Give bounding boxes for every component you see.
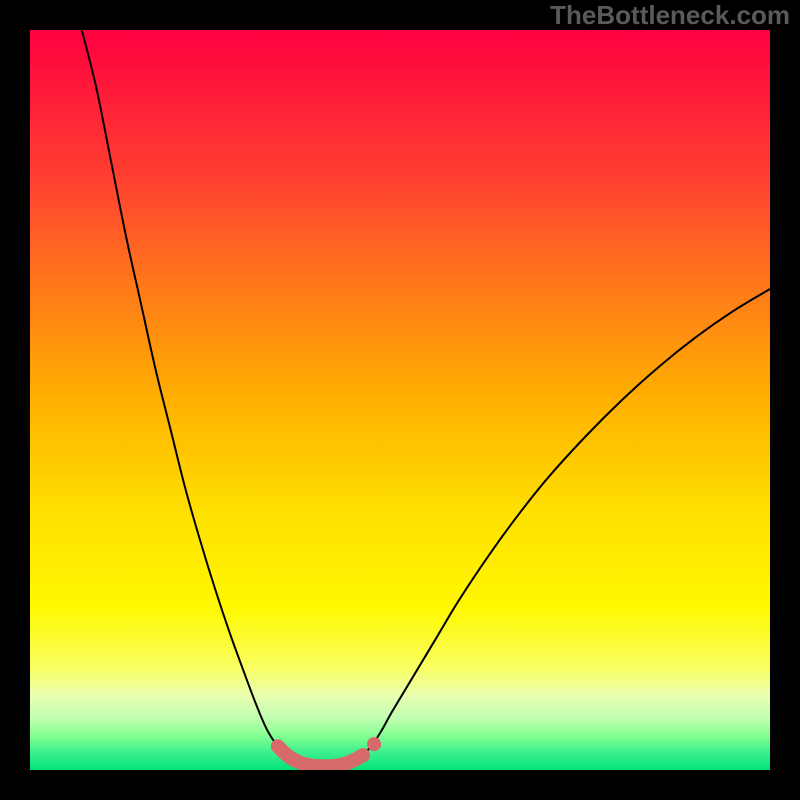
extra-marker [367,737,381,751]
bottleneck-chart [0,0,800,800]
band-end-right [356,748,370,762]
watermark-text: TheBottleneck.com [550,0,790,31]
band-end-left [271,739,285,753]
plot-background [30,30,770,770]
